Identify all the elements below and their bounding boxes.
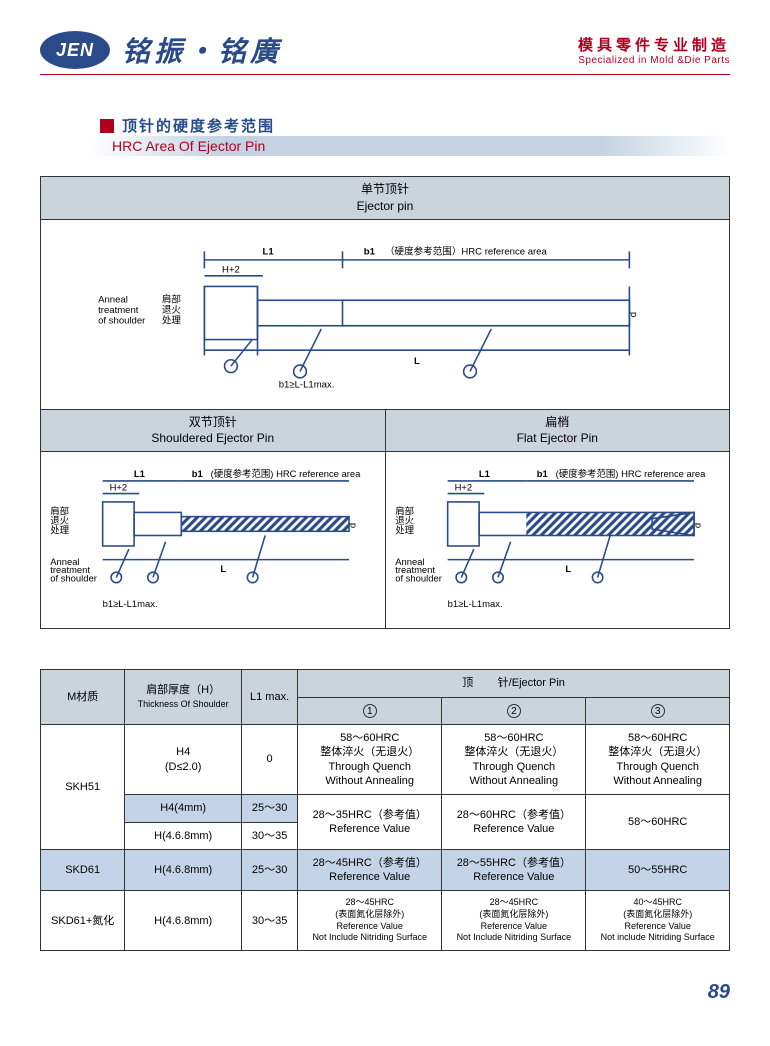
svg-text:L: L (565, 563, 571, 574)
svg-text:treatment: treatment (98, 305, 139, 316)
shouldered-pin-svg: L1 b1 (硬度参考范围) HRC reference area H+2 L … (45, 460, 381, 617)
cell-v1-r3: 28～45HRC（参考值） Reference Value (298, 849, 442, 891)
cell-mat-skd61: SKD61 (41, 849, 125, 891)
svg-text:of shoulder: of shoulder (395, 573, 442, 584)
logo-block: JEN 铭振・铭廣 (40, 30, 282, 70)
svg-text:L: L (220, 563, 226, 574)
svg-text:处理: 处理 (162, 314, 182, 326)
flat-pin-svg: L1 b1 (硬度参考范围) HRC reference area H+2 L … (390, 460, 726, 617)
svg-text:of shoulder: of shoulder (98, 315, 146, 326)
cell-v3-r1: 58～60HRC (586, 795, 730, 850)
svg-text:b1: b1 (364, 246, 376, 257)
diagram-flat: L1 b1 (硬度参考范围) HRC reference area H+2 L … (385, 452, 730, 629)
brand-name-cn: 铭振・铭廣 (122, 30, 282, 70)
svg-text:L1: L1 (263, 246, 275, 257)
svg-text:处理: 处理 (395, 525, 414, 536)
tagline-cn: 模具零件专业制造 (578, 34, 730, 55)
cell-l1-r1: 25～30 (242, 795, 298, 822)
svg-text:L: L (414, 356, 420, 367)
th-col3: 3 (586, 697, 730, 724)
diagram-header-flat: 扁梢 Flat Ejector Pin (385, 409, 730, 452)
svg-text:d: d (691, 523, 702, 528)
svg-text:H+2: H+2 (222, 264, 240, 275)
cell-v3-r4: 40～45HRC (表面氮化层除外) Reference Value Not i… (586, 891, 730, 951)
page-number: 89 (40, 981, 730, 1004)
svg-text:(硬度参考范围) HRC reference area: (硬度参考范围) HRC reference area (555, 468, 705, 479)
svg-text:（硬度参考范围）HRC reference area: （硬度参考范围）HRC reference area (385, 245, 547, 257)
diagram-header-ejector: 单节顶针 Ejector pin (41, 177, 730, 220)
cell-v2-r4: 28～45HRC (表面氮化层除外) Reference Value Not I… (442, 891, 586, 951)
logo-oval: JEN (40, 31, 110, 69)
diagram-table: 单节顶针 Ejector pin L1 b1 （硬度参考范围）HR (40, 176, 730, 629)
th-material: M材质 (41, 670, 125, 725)
cell-v1-r4: 28～45HRC (表面氮化层除外) Reference Value Not I… (298, 891, 442, 951)
cell-mat-skh51: SKH51 (41, 725, 125, 850)
svg-text:b1: b1 (192, 468, 203, 479)
cell-v1-r1: 28～35HRC（参考值） Reference Value (298, 795, 442, 850)
cell-h-r0: H4 (D≤2.0) (125, 725, 242, 795)
diagram-header-shouldered: 双节顶针 Shouldered Ejector Pin (41, 409, 386, 452)
svg-text:H+2: H+2 (454, 482, 472, 493)
svg-text:L1: L1 (134, 468, 145, 479)
svg-text:L1: L1 (478, 468, 489, 479)
tagline: 模具零件专业制造 Specialized in Mold &Die Parts (578, 34, 730, 66)
cell-l1-r2: 30～35 (242, 822, 298, 849)
tagline-en: Specialized in Mold &Die Parts (578, 55, 730, 66)
svg-text:肩部: 肩部 (162, 293, 182, 305)
cell-h-r4: H(4.6.8mm) (125, 891, 242, 951)
section-title-cn: 顶针的硬度参考范围 (122, 115, 275, 136)
cell-h-r2: H(4.6.8mm) (125, 822, 242, 849)
section-title: 顶针的硬度参考范围 HRC Area Of Ejector Pin (100, 115, 730, 156)
cell-v1-r0: 58～60HRC 整体淬火（无退火） Through Quench Withou… (298, 725, 442, 795)
cell-l1-r3: 25～30 (242, 849, 298, 891)
svg-text:退火: 退火 (162, 305, 182, 316)
section-bullet (100, 119, 114, 133)
svg-text:处理: 处理 (50, 525, 69, 536)
th-l1max: L1 max. (242, 670, 298, 725)
svg-text:b1≥L-L1max.: b1≥L-L1max. (447, 598, 502, 609)
th-thickness: 肩部厚度（H） Thickness Of Shoulder (125, 670, 242, 725)
svg-text:d: d (346, 523, 357, 528)
diagram-shouldered: L1 b1 (硬度参考范围) HRC reference area H+2 L … (41, 452, 386, 629)
cell-h-r3: H(4.6.8mm) (125, 849, 242, 891)
svg-text:(硬度参考范围) HRC reference area: (硬度参考范围) HRC reference area (211, 468, 361, 479)
svg-text:b1≥L-L1max.: b1≥L-L1max. (103, 598, 158, 609)
cell-v2-r0: 58～60HRC 整体淬火（无退火） Through Quench Withou… (442, 725, 586, 795)
svg-text:of shoulder: of shoulder (50, 573, 97, 584)
section-title-en: HRC Area Of Ejector Pin (112, 138, 265, 154)
cell-l1-r4: 30～35 (242, 891, 298, 951)
svg-text:Anneal: Anneal (98, 294, 128, 305)
svg-text:d: d (628, 312, 639, 317)
cell-mat-skd61n: SKD61+氮化 (41, 891, 125, 951)
hardness-data-table: M材质 肩部厚度（H） Thickness Of Shoulder L1 max… (40, 669, 730, 951)
cell-v3-r3: 50～55HRC (586, 849, 730, 891)
svg-text:b1: b1 (536, 468, 547, 479)
cell-v3-r0: 58～60HRC 整体淬火（无退火） Through Quench Withou… (586, 725, 730, 795)
th-col1: 1 (298, 697, 442, 724)
cell-v2-r3: 28～55HRC（参考值） Reference Value (442, 849, 586, 891)
cell-h-r1: H4(4mm) (125, 795, 242, 822)
cell-l1-r0: 0 (242, 725, 298, 795)
th-ejector-top: 顶 针/Ejector Pin (298, 670, 730, 697)
th-col2: 2 (442, 697, 586, 724)
diagram-ejector: L1 b1 （硬度参考范围）HRC reference area H+2 (41, 219, 730, 409)
page-header: JEN 铭振・铭廣 模具零件专业制造 Specialized in Mold &… (40, 30, 730, 75)
cell-v2-r1: 28～60HRC（参考值） Reference Value (442, 795, 586, 850)
svg-text:b1≥L-L1max.: b1≥L-L1max. (279, 379, 335, 390)
svg-text:H+2: H+2 (110, 482, 128, 493)
ejector-pin-svg: L1 b1 （硬度参考范围）HRC reference area H+2 (45, 228, 725, 398)
